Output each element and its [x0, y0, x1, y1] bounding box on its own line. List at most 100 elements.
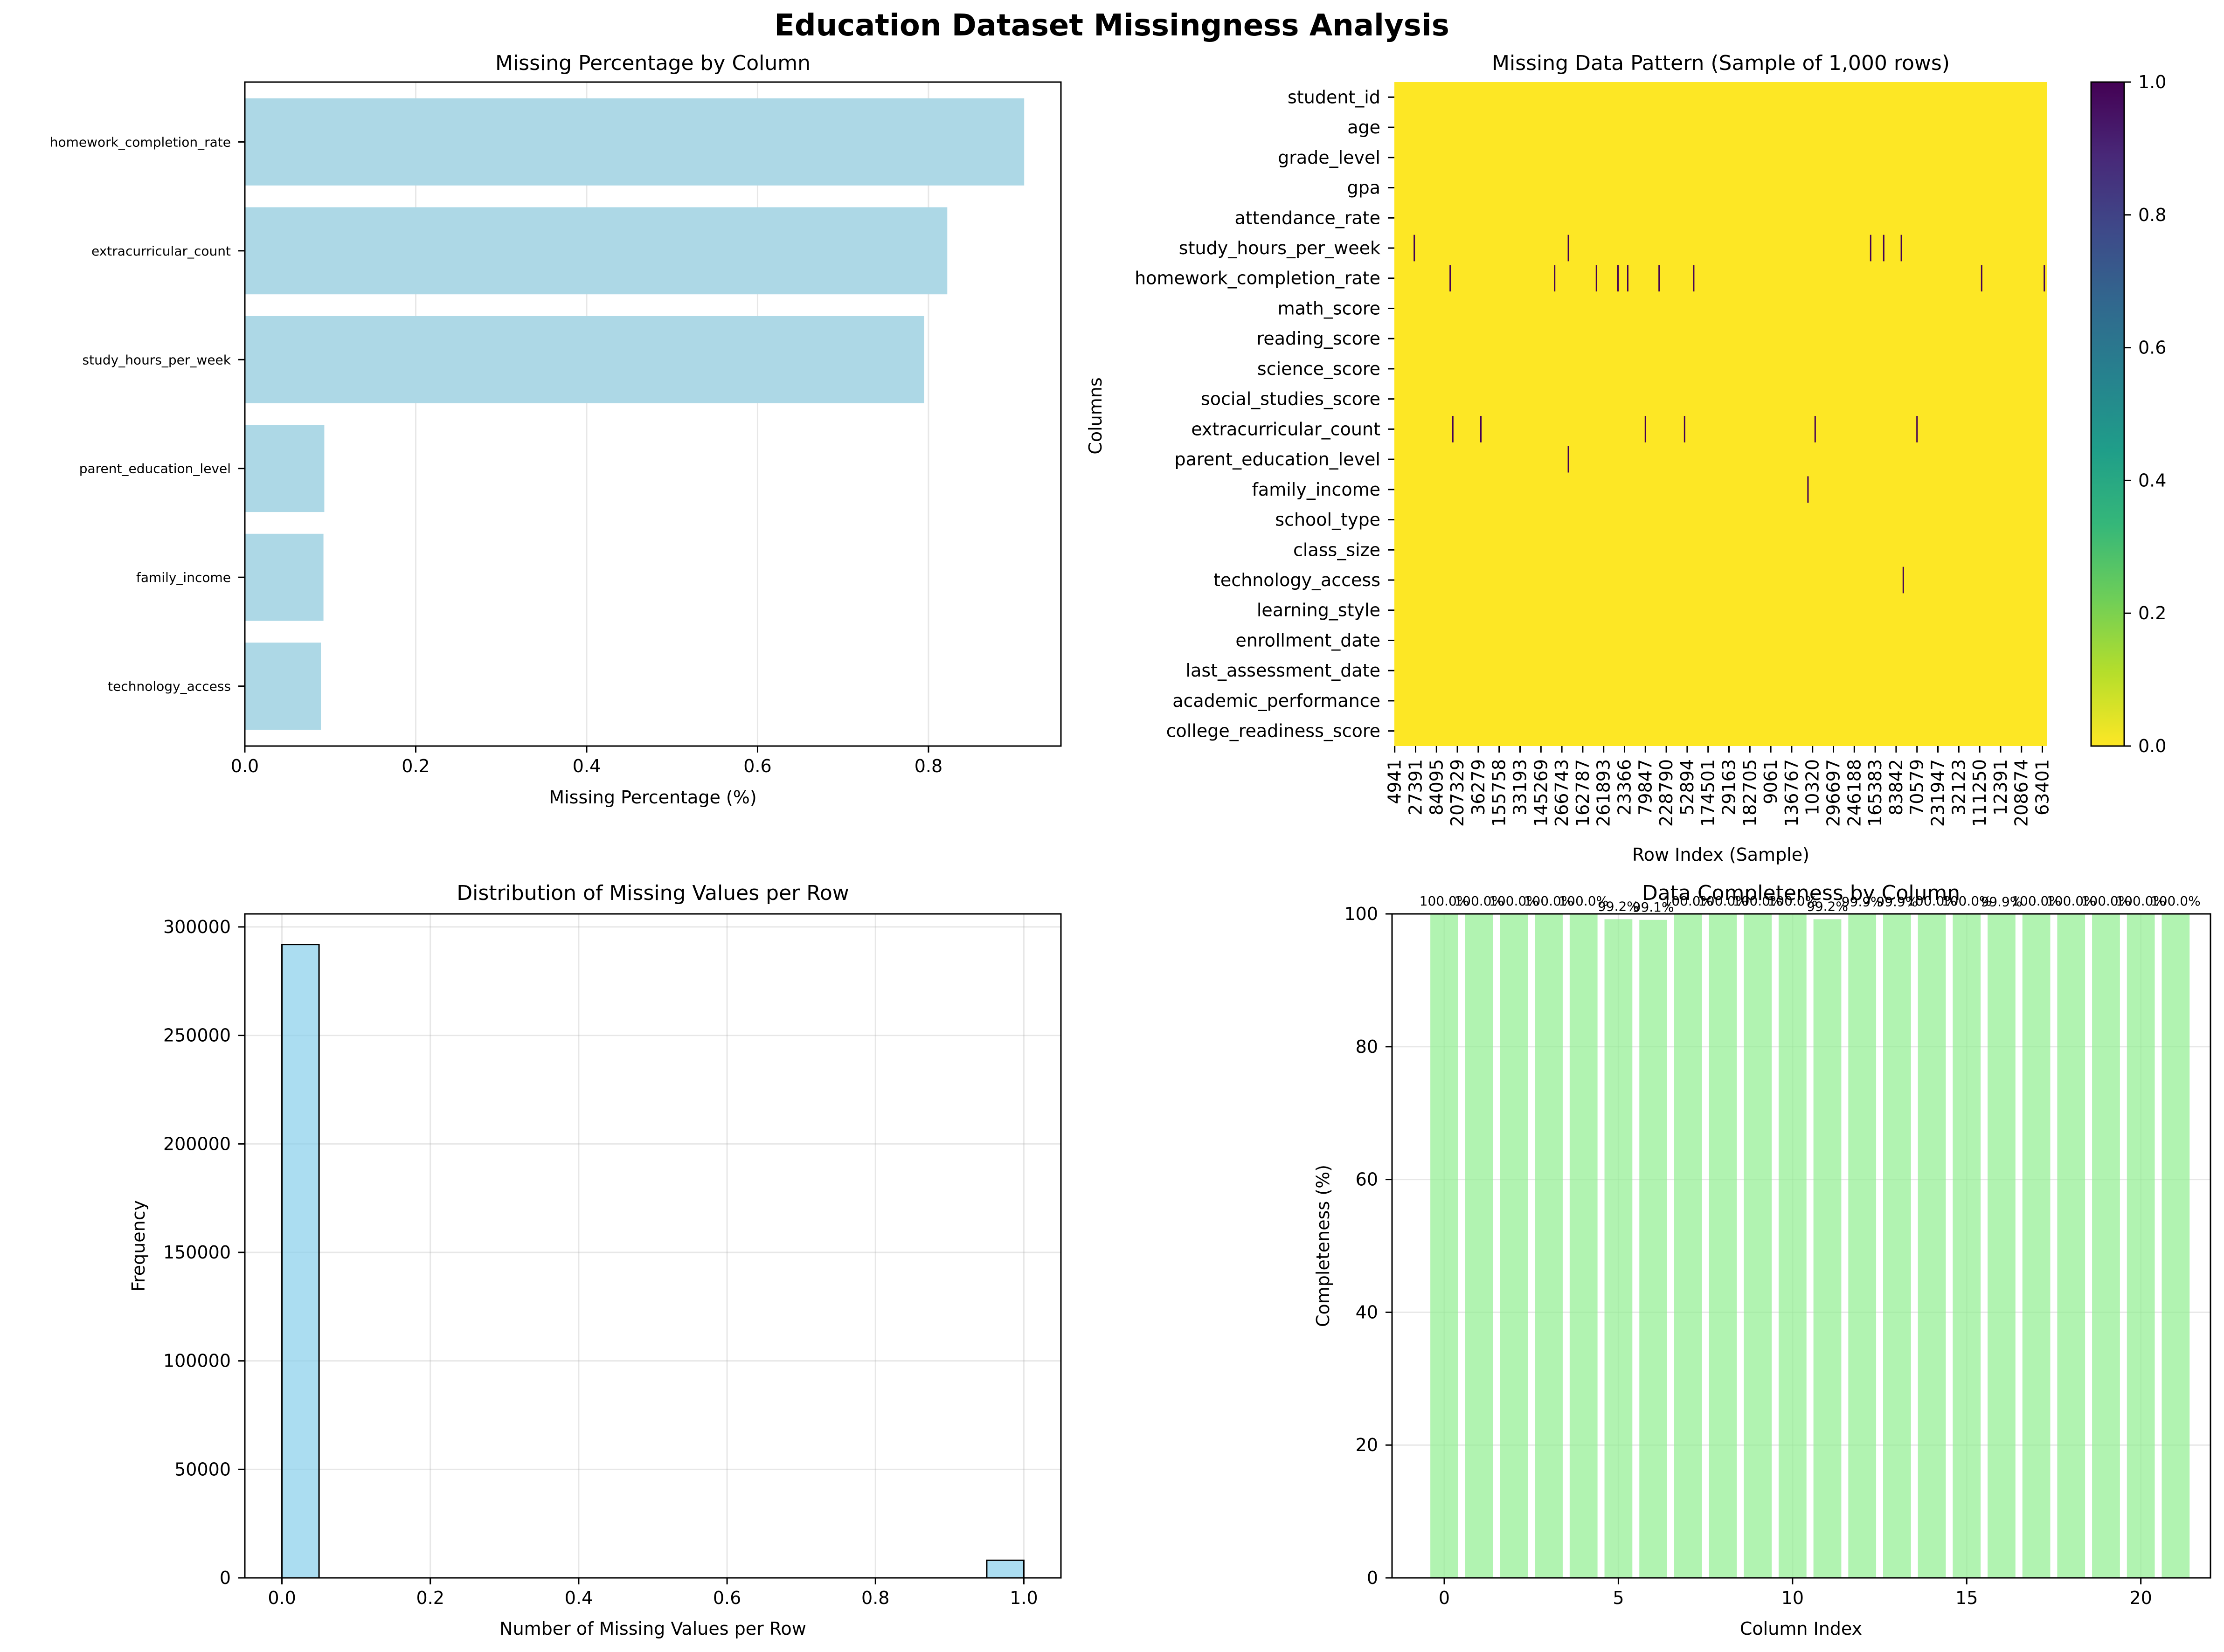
x-tick-label: 0.0 [231, 756, 259, 776]
y-tick-label: technology_access [108, 679, 231, 694]
missing-cell-homework-completion-rate [1554, 265, 1556, 292]
x-tick-label: 23366 [1614, 759, 1635, 816]
y-tick-label: 50000 [174, 1459, 231, 1479]
x-tick-label: 10320 [1802, 759, 1823, 816]
completeness-bar-label: 100.0% [1942, 893, 1992, 909]
x-tick-label: 12391 [1990, 759, 2011, 816]
completeness-chart-title: Data Completeness by Column [1642, 881, 1960, 905]
completeness-bar-label: 99.2% [1598, 899, 1639, 914]
y-tick-label: 80 [1356, 1037, 1378, 1057]
x-tick-label: 0.2 [402, 756, 430, 776]
missing-cell-homework-completion-rate [1658, 265, 1660, 292]
completeness-bar-21 [2162, 914, 2190, 1578]
x-tick-label: 10 [1781, 1588, 1804, 1608]
y-tick-label: 150000 [163, 1242, 231, 1263]
colorbar-tick-label: 0.8 [2138, 205, 2166, 225]
y-tick-label: 300000 [163, 917, 231, 937]
missing-cell-extracurricular-count [1916, 416, 1918, 442]
colorbar [2091, 82, 2124, 746]
x-tick-label: 155758 [1489, 759, 1510, 827]
completeness-bar-8 [1709, 914, 1737, 1578]
completeness-x-axis-label: Column Index [1740, 1618, 1862, 1639]
completeness-bar-17 [2022, 914, 2051, 1578]
missing-per-row-y-axis-label: Frequency [128, 1200, 149, 1292]
y-tick-label: student_id [1288, 87, 1380, 107]
y-tick-label: academic_performance [1172, 691, 1380, 711]
x-tick-label: 79847 [1635, 759, 1656, 816]
missing-cell-study-hours-per-week [1413, 235, 1415, 262]
y-tick-label: learning_style [1257, 600, 1380, 621]
missing-percentage-plot-frame [244, 81, 1062, 747]
y-tick-label: social_studies_score [1201, 389, 1380, 409]
colorbar-tick-label: 0.4 [2138, 470, 2166, 491]
completeness-bar-label: 100.0% [1698, 893, 1748, 909]
y-tick-label: reading_score [1257, 328, 1380, 349]
completeness-bar-18 [2057, 914, 2085, 1578]
x-tick-label: 246188 [1844, 759, 1864, 827]
completeness-bar-label: 99.9% [1876, 894, 1918, 909]
colorbar-tick-label: 0.6 [2138, 338, 2166, 358]
completeness-bar-label: 100.0% [2081, 893, 2131, 909]
colorbar-tick-label: 0.2 [2138, 603, 2166, 623]
missing-cell-study-hours-per-week [1900, 235, 1902, 262]
y-tick-label: homework_completion_rate [50, 134, 231, 150]
figure-title: Education Dataset Missingness Analysis [774, 8, 1449, 43]
x-tick-label: 0.4 [573, 756, 601, 776]
completeness-bar-label: 100.0% [1663, 893, 1713, 909]
x-tick-label: 136767 [1781, 759, 1802, 827]
missing-percentage-chart-title: Missing Percentage by Column [495, 51, 811, 75]
x-tick-label: 27391 [1406, 759, 1426, 816]
x-tick-label: 4941 [1385, 759, 1405, 804]
x-tick-label: 228790 [1656, 759, 1677, 827]
missing-per-row-histogram-title: Distribution of Missing Values per Row [457, 881, 849, 905]
missing-per-row-histogram: Distribution of Missing Values per Row 0… [128, 881, 1062, 1639]
x-tick-label: 0.8 [861, 1588, 889, 1608]
completeness-bar-label: 100.0% [1454, 893, 1504, 909]
completeness-bar-13 [1883, 914, 1911, 1578]
missing-per-row-plot-frame [244, 913, 1062, 1579]
y-tick-label: 0 [220, 1568, 231, 1588]
x-tick-label: 63401 [2032, 759, 2053, 816]
completeness-bar-5 [1604, 919, 1633, 1578]
y-tick-label: 200000 [163, 1134, 231, 1154]
y-tick-label: family_income [1252, 479, 1380, 500]
x-tick-label: 0.2 [416, 1588, 444, 1608]
x-tick-label: 33193 [1510, 759, 1531, 816]
x-tick-label: 162787 [1573, 759, 1593, 827]
completeness-bar-19 [2092, 914, 2120, 1578]
x-tick-label: 0.8 [915, 756, 942, 776]
missing-cell-homework-completion-rate [1693, 265, 1695, 292]
bar-parent-education-level [245, 425, 325, 512]
completeness-y-axis-label: Completeness (%) [1313, 1165, 1333, 1327]
bar-extracurricular-count [245, 207, 948, 295]
missing-cell-study-hours-per-week [1870, 235, 1871, 262]
bar-homework-completion-rate [245, 98, 1025, 186]
missing-cell-homework-completion-rate [1981, 265, 1982, 292]
completeness-bar-label: 100.0% [1733, 893, 1783, 909]
completeness-bar-label: 100.0% [1489, 893, 1539, 909]
missing-cell-homework-completion-rate [1627, 265, 1628, 292]
x-tick-label: 70579 [1907, 759, 1927, 816]
x-tick-label: 208674 [2011, 759, 2032, 827]
completeness-bar-label: 100.0% [1524, 893, 1574, 909]
y-tick-label: class_size [1293, 539, 1380, 560]
completeness-bar-3 [1535, 914, 1563, 1578]
y-tick-label: school_type [1275, 510, 1380, 530]
missing-cell-homework-completion-rate [2044, 265, 2045, 292]
completeness-bar-6 [1639, 919, 1667, 1578]
x-tick-label: 261893 [1594, 759, 1614, 827]
y-tick-label: age [1347, 117, 1380, 138]
completeness-bar-label: 100.0% [1907, 893, 1957, 909]
x-tick-label: 15 [1955, 1588, 1978, 1608]
histogram-bar [281, 944, 320, 1579]
y-tick-label: enrollment_date [1235, 630, 1380, 650]
x-tick-label: 0.4 [565, 1588, 593, 1608]
y-tick-label: last_assessment_date [1186, 660, 1380, 681]
x-tick-label: 0.6 [713, 1588, 741, 1608]
bar-technology-access [245, 643, 321, 730]
missing-cell-study-hours-per-week [1883, 235, 1885, 262]
completeness-bar-label: 99.1% [1633, 899, 1674, 915]
missing-percentage-chart: Missing Percentage by Column 0.0 0.2 0.4 0.… [50, 51, 1062, 808]
x-tick-label: 32123 [1948, 759, 1969, 816]
